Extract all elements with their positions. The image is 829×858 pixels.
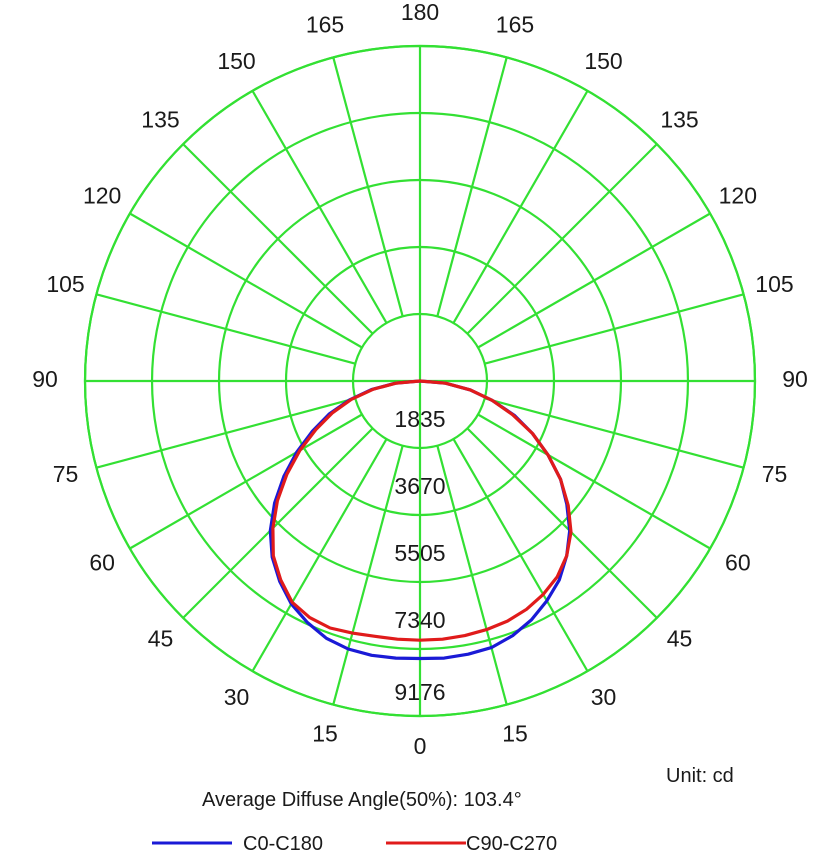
radial-tick-label-5505: 5505 (394, 540, 445, 566)
angle-label-right-45: 45 (667, 626, 693, 652)
spoke-15 (436, 445, 508, 705)
spoke-195 (332, 57, 404, 317)
angle-labels: 0 15 30 45 60 75 90 105 120 135 150 165 180 15 30 45 60 7… (32, 0, 808, 759)
angle-label-left-105: 105 (46, 271, 84, 297)
series-group (268, 379, 573, 661)
spoke-165 (436, 57, 508, 317)
spoke-120 (477, 212, 711, 349)
angle-label-left-30: 30 (224, 684, 250, 710)
angle-label-left-90: 90 (32, 366, 58, 392)
angle-label-right-90: 90 (782, 366, 808, 392)
angle-label-left-135: 135 (141, 107, 179, 133)
diffuse-angle-caption: Average Diffuse Angle(50%): 103.4° (202, 789, 522, 811)
spoke-240 (129, 212, 363, 349)
polar-grid (83, 44, 757, 718)
angle-label-left-165: 165 (306, 12, 344, 38)
spoke-315 (182, 427, 374, 619)
legend-label-c90-c270: C90-C270 (466, 833, 557, 855)
angle-label-left-150: 150 (217, 48, 255, 74)
angle-label-right-15: 15 (502, 721, 528, 747)
spoke-300 (129, 413, 363, 550)
radial-tick-label-3670: 3670 (394, 473, 445, 499)
angle-label-left-75: 75 (53, 461, 79, 487)
angle-label-right-135: 135 (660, 107, 698, 133)
angle-label-left-120: 120 (83, 183, 121, 209)
spoke-285 (96, 397, 356, 469)
radial-tick-labels: 1835 3670 5505 7340 9176 (394, 406, 445, 705)
angle-label-left-45: 45 (148, 626, 174, 652)
spoke-105 (484, 293, 744, 365)
spoke-135 (466, 143, 658, 335)
angle-label-right-60: 60 (725, 550, 751, 576)
angle-label-right-120: 120 (719, 183, 757, 209)
legend: C0-C180 C90-C270 (152, 833, 557, 855)
angle-label-left-15: 15 (312, 721, 338, 747)
unit-label: Unit: cd (666, 765, 734, 787)
spoke-345 (332, 445, 404, 705)
spoke-60 (477, 413, 711, 550)
spoke-150 (452, 90, 589, 324)
angle-label-right-30: 30 (591, 684, 617, 710)
spoke-210 (251, 90, 388, 324)
angle-label-right-105: 105 (755, 271, 793, 297)
spoke-75 (484, 397, 744, 469)
radial-tick-label-7340: 7340 (394, 607, 445, 633)
series-curve-c90-c270 (271, 379, 573, 642)
angle-label-right-150: 150 (584, 48, 622, 74)
spoke-30 (452, 438, 589, 672)
spoke-255 (96, 293, 356, 365)
angle-label-center-180: 180 (401, 0, 439, 25)
angle-label-center-0: 0 (414, 733, 427, 759)
angle-label-right-75: 75 (762, 461, 788, 487)
radial-tick-label-9176: 9176 (394, 679, 445, 705)
angle-label-left-60: 60 (89, 550, 115, 576)
radial-tick-label-1835: 1835 (394, 406, 445, 432)
legend-label-c0-c180: C0-C180 (243, 833, 323, 855)
spoke-330 (251, 438, 388, 672)
spoke-225 (182, 143, 374, 335)
angle-label-right-165: 165 (496, 12, 534, 38)
spoke-45 (466, 427, 658, 619)
